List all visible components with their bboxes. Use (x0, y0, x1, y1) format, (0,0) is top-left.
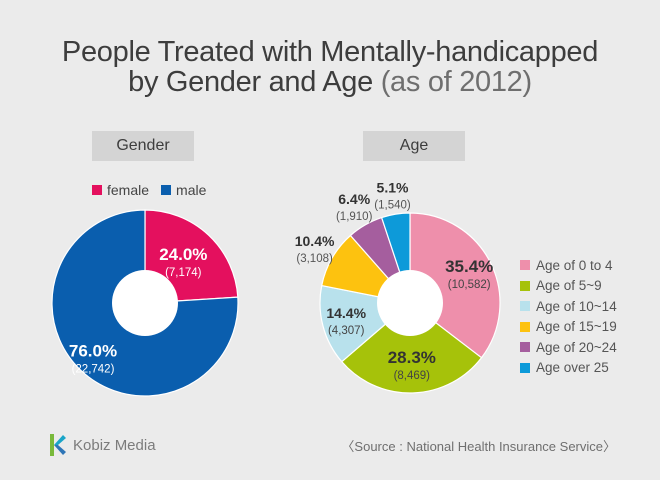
donut-hole (377, 270, 443, 336)
age-legend-item: Age of 5~9 (520, 276, 617, 297)
age-legend-label: Age over 25 (536, 360, 609, 376)
legend-female-label: female (107, 182, 150, 198)
slice-percent-label: 10.4% (295, 233, 335, 249)
slice-percent-label: 28.3% (388, 348, 436, 367)
pie-slice (51, 209, 239, 397)
age-swatch (520, 301, 530, 312)
age-legend-label: Age of 5~9 (536, 278, 602, 294)
age-legend-item: Age of 15~19 (520, 317, 617, 338)
age-swatch (520, 342, 530, 353)
pie-slice (409, 212, 501, 359)
age-legend: Age of 0 to 4 Age of 5~9 Age of 10~14 Ag… (520, 255, 617, 378)
slice-count-label: (3,108) (296, 253, 333, 265)
pie-slice (340, 302, 483, 394)
age-swatch (520, 321, 530, 332)
age-section-label: Age (363, 131, 465, 161)
age-legend-item: Age of 20~24 (520, 337, 617, 358)
slice-count-label: (4,307) (328, 325, 365, 337)
age-legend-label: Age of 20~24 (536, 339, 617, 355)
age-legend-item: Age of 0 to 4 (520, 255, 617, 276)
slice-percent-label: 76.0% (69, 341, 117, 360)
age-swatch (520, 260, 530, 271)
slice-count-label: (22,742) (72, 363, 115, 375)
source-note: 〈Source : National Health Insurance Serv… (341, 439, 616, 454)
slice-percent-label: 24.0% (159, 245, 207, 264)
chart-title-main: by Gender and Age (128, 66, 373, 98)
slice-count-label: (1,540) (374, 199, 411, 211)
age-swatch (520, 280, 530, 291)
chart-title-date: (as of 2012) (380, 66, 532, 98)
gender-legend: female male (92, 182, 218, 198)
donut-hole (112, 270, 178, 336)
slice-count-label: (8,469) (394, 370, 431, 382)
brand-logo: Kobiz Media (48, 433, 156, 457)
age-legend-label: Age of 15~19 (536, 319, 617, 335)
slice-count-label: (7,174) (165, 267, 202, 279)
female-swatch (92, 185, 102, 195)
age-legend-item: Age of 10~14 (520, 296, 617, 317)
slice-percent-label: 6.4% (338, 191, 370, 207)
slice-percent-label: 5.1% (377, 179, 409, 195)
slice-percent-label: 14.4% (326, 305, 366, 321)
chart-title-line1: People Treated with Mentally-handicapped (61, 36, 599, 68)
kobiz-logo-icon (50, 434, 66, 456)
legend-male-label: male (176, 182, 207, 198)
brand-name: Kobiz Media (73, 436, 156, 454)
age-legend-item: Age over 25 (520, 358, 617, 379)
slice-count-label: (10,582) (448, 279, 491, 291)
age-swatch (520, 362, 530, 373)
male-swatch (161, 185, 172, 195)
age-legend-label: Age of 0 to 4 (536, 257, 613, 273)
age-legend-label: Age of 10~14 (536, 298, 617, 314)
gender-section-label: Gender (92, 131, 194, 161)
slice-percent-label: 35.4% (445, 257, 493, 276)
slice-count-label: (1,910) (336, 211, 373, 223)
chart-title-line2: by Gender and Age (as of 2012) (0, 68, 660, 97)
